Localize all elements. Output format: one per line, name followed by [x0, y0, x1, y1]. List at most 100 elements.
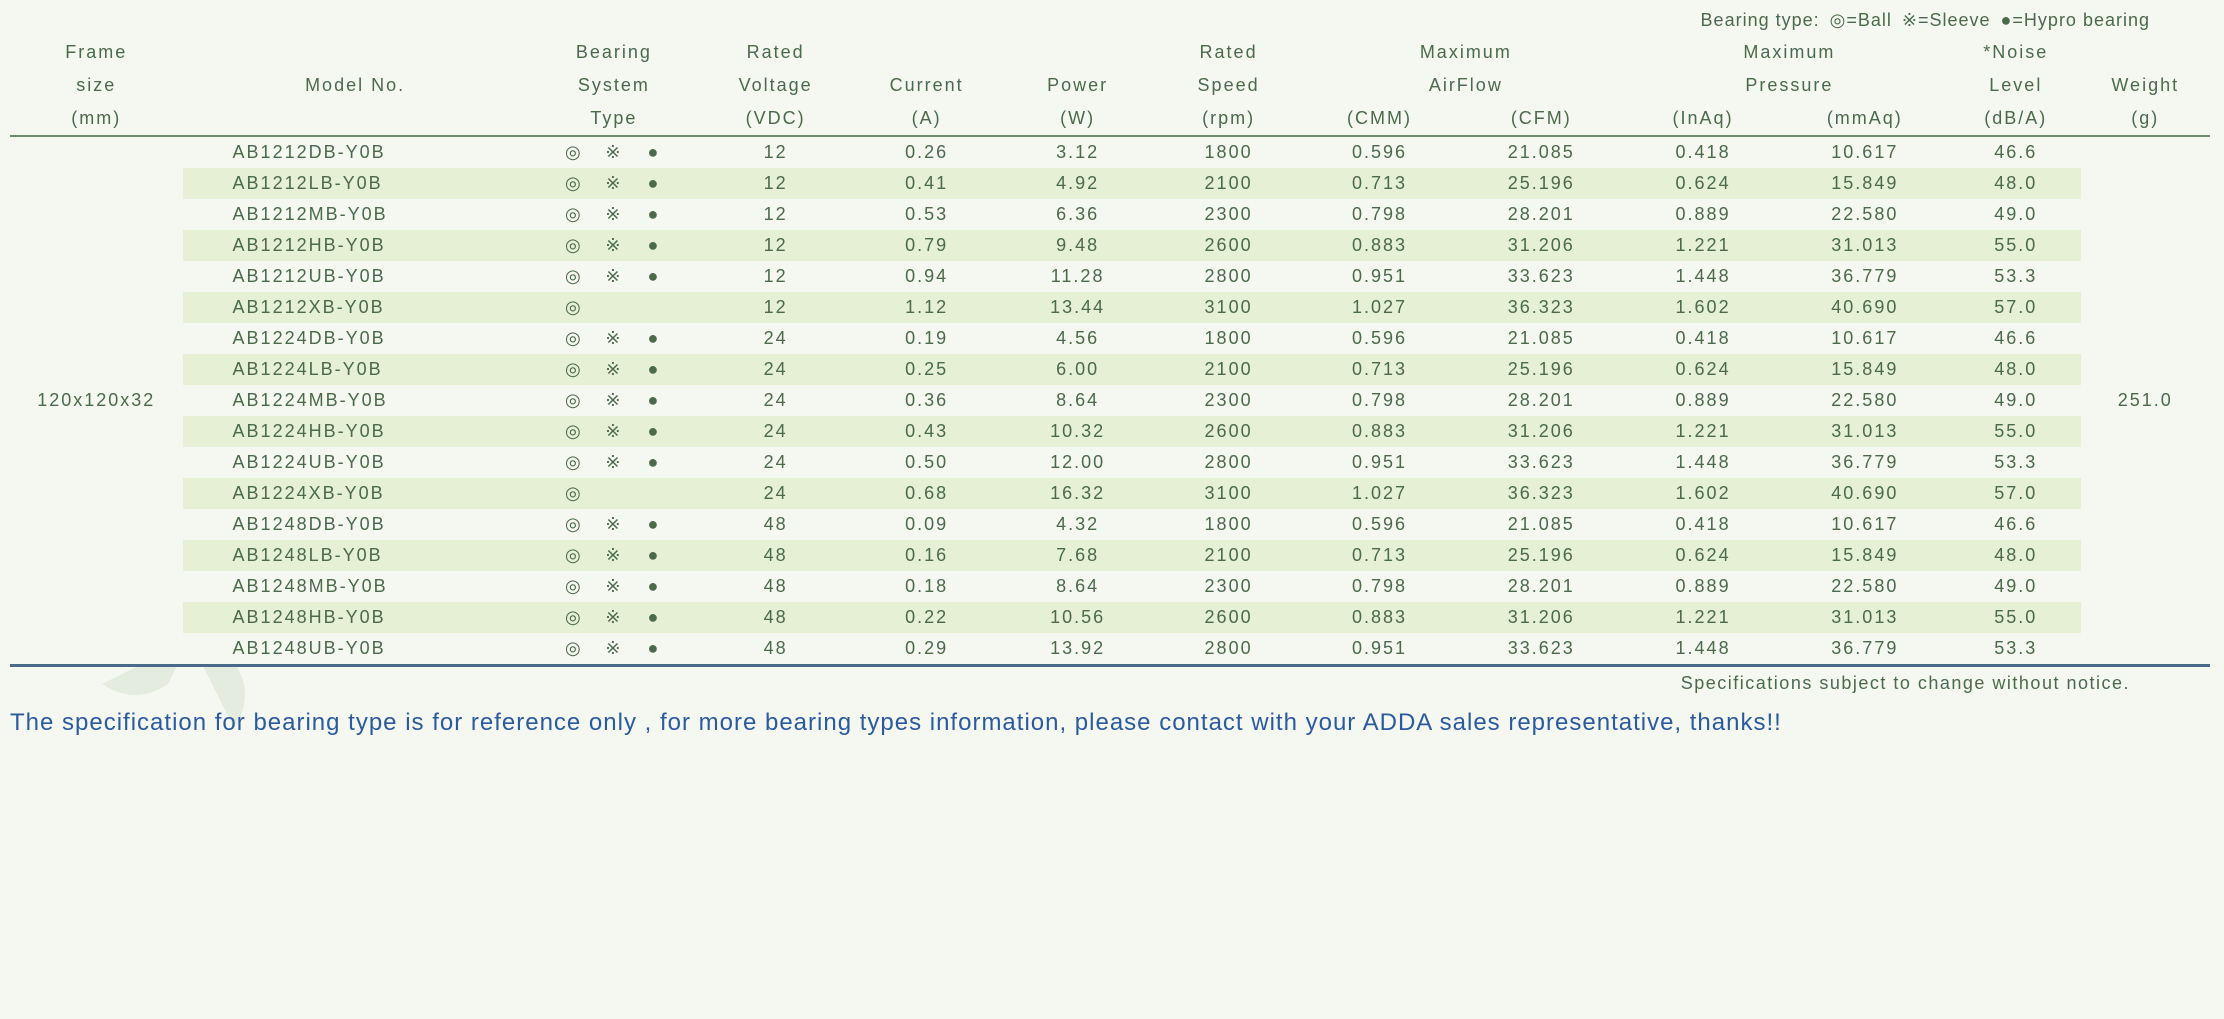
- model-no: AB1212HB-Y0B: [183, 230, 528, 261]
- cell-a: 0.18: [851, 571, 1002, 602]
- sleeve-icon: [604, 235, 624, 256]
- ball-icon: [564, 607, 584, 628]
- h-noise1: *Noise: [1951, 36, 2080, 69]
- hypro-icon: [644, 204, 664, 225]
- cell-v: 48: [700, 602, 851, 633]
- h-bearing1: Bearing: [528, 36, 701, 69]
- cell-inaq: 0.418: [1628, 323, 1779, 354]
- hypro-icon: [644, 514, 664, 535]
- model-no: AB1248UB-Y0B: [183, 633, 528, 664]
- cell-v: 24: [700, 416, 851, 447]
- cell-w: 9.48: [1002, 230, 1153, 261]
- sleeve-icon: [604, 142, 624, 163]
- cell-mmaq: 15.849: [1779, 168, 1952, 199]
- hypro-icon: [644, 390, 664, 411]
- model-no: AB1224HB-Y0B: [183, 416, 528, 447]
- cell-cfm: 31.206: [1455, 602, 1628, 633]
- cell-db: 49.0: [1951, 385, 2080, 416]
- cell-cmm: 1.027: [1304, 292, 1455, 323]
- cell-a: 0.25: [851, 354, 1002, 385]
- sleeve-icon: [604, 359, 624, 380]
- h-bearing2: System: [528, 69, 701, 102]
- hypro-icon: [644, 483, 664, 504]
- sleeve-icon: [604, 576, 624, 597]
- cell-a: 0.79: [851, 230, 1002, 261]
- model-no: AB1248LB-Y0B: [183, 540, 528, 571]
- legend-hypro: ●=Hypro bearing: [2001, 10, 2150, 30]
- cell-mmaq: 22.580: [1779, 571, 1952, 602]
- cell-cmm: 0.883: [1304, 230, 1455, 261]
- ball-icon: [564, 514, 584, 535]
- cell-w: 11.28: [1002, 261, 1153, 292]
- cell-rpm: 2800: [1153, 447, 1304, 478]
- h-pressure1: Maximum: [1628, 36, 1952, 69]
- model-no: AB1212UB-Y0B: [183, 261, 528, 292]
- cell-rpm: 3100: [1153, 478, 1304, 509]
- cell-db: 55.0: [1951, 602, 2080, 633]
- cell-db: 53.3: [1951, 447, 2080, 478]
- hypro-icon: [644, 173, 664, 194]
- cell-cfm: 28.201: [1455, 571, 1628, 602]
- cell-w: 13.44: [1002, 292, 1153, 323]
- h-current2: (A): [851, 102, 1002, 136]
- table-row: AB1248MB-Y0B480.188.6423000.79828.2010.8…: [10, 571, 2210, 602]
- table-row: AB1248LB-Y0B480.167.6821000.71325.1960.6…: [10, 540, 2210, 571]
- cell-rpm: 2100: [1153, 168, 1304, 199]
- cell-cmm: 0.798: [1304, 199, 1455, 230]
- table-row: AB1224MB-Y0B240.368.6423000.79828.2010.8…: [10, 385, 2210, 416]
- bearing-legend: Bearing type: ◎=Ball ※=Sleeve ●=Hypro be…: [10, 10, 2210, 36]
- cell-cfm: 36.323: [1455, 478, 1628, 509]
- hypro-icon: [644, 421, 664, 442]
- cell-db: 55.0: [1951, 416, 2080, 447]
- h-model: Model No.: [183, 36, 528, 102]
- cell-w: 6.36: [1002, 199, 1153, 230]
- bearing-types: [528, 292, 701, 323]
- cell-cmm: 0.798: [1304, 571, 1455, 602]
- cell-inaq: 0.624: [1628, 540, 1779, 571]
- footer-note: The specification for bearing type is fo…: [10, 694, 2210, 737]
- bearing-types: [528, 136, 701, 168]
- cell-inaq: 0.624: [1628, 168, 1779, 199]
- table-row: AB1224DB-Y0B240.194.5618000.59621.0850.4…: [10, 323, 2210, 354]
- cell-inaq: 0.889: [1628, 199, 1779, 230]
- table-row: AB1212UB-Y0B120.9411.2828000.95133.6231.…: [10, 261, 2210, 292]
- cell-a: 0.36: [851, 385, 1002, 416]
- cell-db: 48.0: [1951, 354, 2080, 385]
- ball-icon: [564, 390, 584, 411]
- cell-v: 48: [700, 509, 851, 540]
- ball-icon: [564, 297, 584, 318]
- h-frame2: size: [10, 69, 183, 102]
- cell-rpm: 2600: [1153, 416, 1304, 447]
- cell-v: 24: [700, 478, 851, 509]
- cell-cmm: 0.596: [1304, 136, 1455, 168]
- cell-w: 12.00: [1002, 447, 1153, 478]
- hypro-icon: [644, 359, 664, 380]
- hypro-icon: [644, 452, 664, 473]
- cell-v: 12: [700, 199, 851, 230]
- model-no: AB1248HB-Y0B: [183, 602, 528, 633]
- h-noise2: Level: [1951, 69, 2080, 102]
- h-speed1: Rated: [1153, 36, 1304, 69]
- h-frame1: Frame: [10, 36, 183, 69]
- table-row: AB1212LB-Y0B120.414.9221000.71325.1960.6…: [10, 168, 2210, 199]
- ball-icon: [564, 638, 584, 659]
- hypro-icon: [644, 607, 664, 628]
- cell-rpm: 1800: [1153, 509, 1304, 540]
- cell-v: 48: [700, 571, 851, 602]
- cell-mmaq: 31.013: [1779, 416, 1952, 447]
- cell-cmm: 0.951: [1304, 261, 1455, 292]
- cell-v: 12: [700, 292, 851, 323]
- sleeve-icon: [604, 514, 624, 535]
- table-row: 120x120x32AB1212DB-Y0B120.263.1218000.59…: [10, 136, 2210, 168]
- cell-v: 48: [700, 540, 851, 571]
- cell-db: 55.0: [1951, 230, 2080, 261]
- cell-mmaq: 36.779: [1779, 633, 1952, 664]
- cell-cmm: 0.883: [1304, 416, 1455, 447]
- cell-rpm: 3100: [1153, 292, 1304, 323]
- h-speed3: (rpm): [1153, 102, 1304, 136]
- cell-a: 0.94: [851, 261, 1002, 292]
- model-no: AB1224XB-Y0B: [183, 478, 528, 509]
- cell-cfm: 28.201: [1455, 199, 1628, 230]
- cell-rpm: 2300: [1153, 385, 1304, 416]
- ball-icon: [564, 328, 584, 349]
